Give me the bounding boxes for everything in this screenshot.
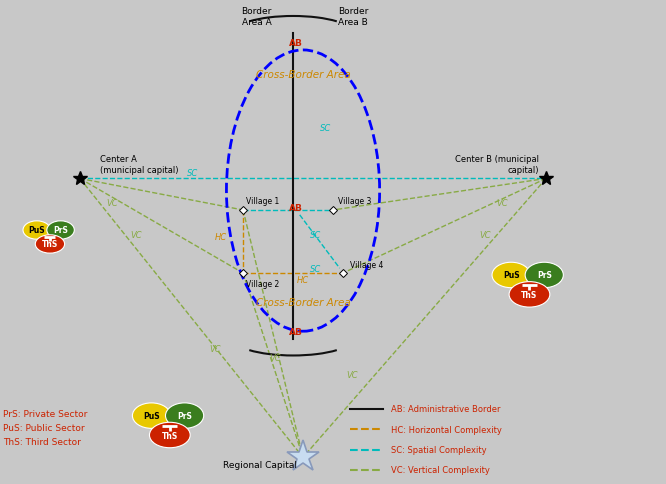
Ellipse shape [133, 403, 170, 428]
Text: SC: SC [320, 124, 331, 133]
Ellipse shape [35, 235, 65, 254]
Text: SC: SC [310, 230, 321, 239]
Ellipse shape [492, 263, 530, 288]
Text: HC: HC [296, 275, 308, 284]
Text: SC: SC [310, 264, 321, 273]
Text: PuS: PuS [29, 226, 45, 235]
Text: PrS: PrS [537, 271, 551, 280]
Text: PrS: PrS [177, 411, 192, 420]
Text: PrS: Private Sector
PuS: Public Sector
ThS: Third Sector: PrS: Private Sector PuS: Public Sector T… [3, 409, 88, 446]
Text: SC: Spatial Complexity: SC: Spatial Complexity [391, 445, 487, 454]
Ellipse shape [149, 423, 190, 448]
Text: VC: VC [480, 230, 491, 239]
Text: Cross-Border Area: Cross-Border Area [256, 70, 350, 80]
Text: HC: HC [214, 233, 226, 242]
Text: Village 2: Village 2 [246, 280, 280, 288]
Text: PrS: PrS [53, 226, 68, 235]
Text: VC: Vertical Complexity: VC: Vertical Complexity [391, 466, 490, 474]
Text: ThS: ThS [42, 240, 58, 249]
Text: VC: VC [270, 354, 281, 363]
Text: Border
Area A: Border Area A [241, 7, 272, 27]
Text: VC: VC [130, 230, 141, 239]
Text: AB: AB [290, 327, 303, 336]
Text: VC: VC [210, 344, 221, 353]
Text: PuS: PuS [503, 271, 519, 280]
Ellipse shape [23, 221, 51, 240]
Text: AB: Administrative Border: AB: Administrative Border [391, 405, 500, 413]
Text: VC: VC [496, 199, 507, 208]
Text: Center A
(municipal capital): Center A (municipal capital) [100, 155, 178, 174]
Text: VC: VC [346, 371, 358, 379]
Text: Village 1: Village 1 [246, 197, 280, 205]
Text: PuS: PuS [143, 411, 160, 420]
Text: Regional Capital: Regional Capital [222, 460, 297, 469]
Ellipse shape [166, 403, 204, 428]
Text: ThS: ThS [162, 431, 178, 439]
Ellipse shape [47, 221, 75, 240]
Text: AB: AB [290, 39, 303, 48]
Text: Border
Area B: Border Area B [338, 7, 368, 27]
Text: Village 3: Village 3 [338, 197, 372, 205]
Text: Village 4: Village 4 [350, 260, 383, 269]
Text: HC: Horizontal Complexity: HC: Horizontal Complexity [391, 425, 501, 434]
Ellipse shape [525, 263, 563, 288]
Text: SC: SC [186, 168, 198, 177]
Text: AB: AB [290, 204, 303, 212]
Text: Center B (municipal
capital): Center B (municipal capital) [456, 155, 539, 174]
Text: VC: VC [107, 199, 118, 208]
Text: Cross-Border Area: Cross-Border Area [256, 298, 350, 307]
Ellipse shape [509, 282, 550, 307]
Text: ThS: ThS [521, 290, 537, 299]
